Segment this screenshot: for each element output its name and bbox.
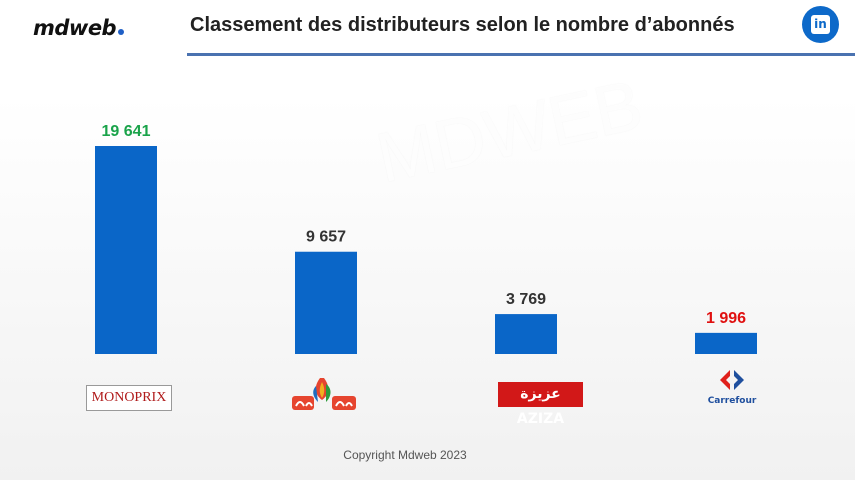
aziza-logo: عزيزة AZIZA [498, 382, 583, 427]
magasin-general-logo [292, 378, 356, 410]
value-label: 9 657 [306, 229, 346, 246]
bar-aziza [495, 314, 557, 354]
carrefour-symbol [720, 370, 744, 390]
bar-carrefour [695, 332, 757, 354]
bar-magasin-général [295, 251, 357, 354]
title-underline [187, 53, 855, 56]
page-title: Classement des distributeurs selon le no… [190, 14, 735, 36]
linkedin-glyph: in [811, 15, 830, 34]
linkedin-icon[interactable]: in [802, 6, 839, 43]
value-label: 3 769 [506, 291, 546, 308]
bar-chart: 19 641 9 657 3 769 1 996 [95, 123, 757, 354]
brand-dot [118, 29, 125, 35]
monoprix-logo: MONOPRIX [86, 385, 172, 411]
bar-monoprix [95, 146, 157, 354]
value-label: 1 996 [706, 310, 746, 327]
carrefour-logo: Carrefour [707, 396, 757, 406]
mdweb-logo: mdweb [33, 16, 125, 40]
value-label: 19 641 [102, 123, 151, 140]
copyright: Copyright Mdweb 2023 [343, 448, 467, 462]
brand-text: mdweb [33, 16, 117, 40]
